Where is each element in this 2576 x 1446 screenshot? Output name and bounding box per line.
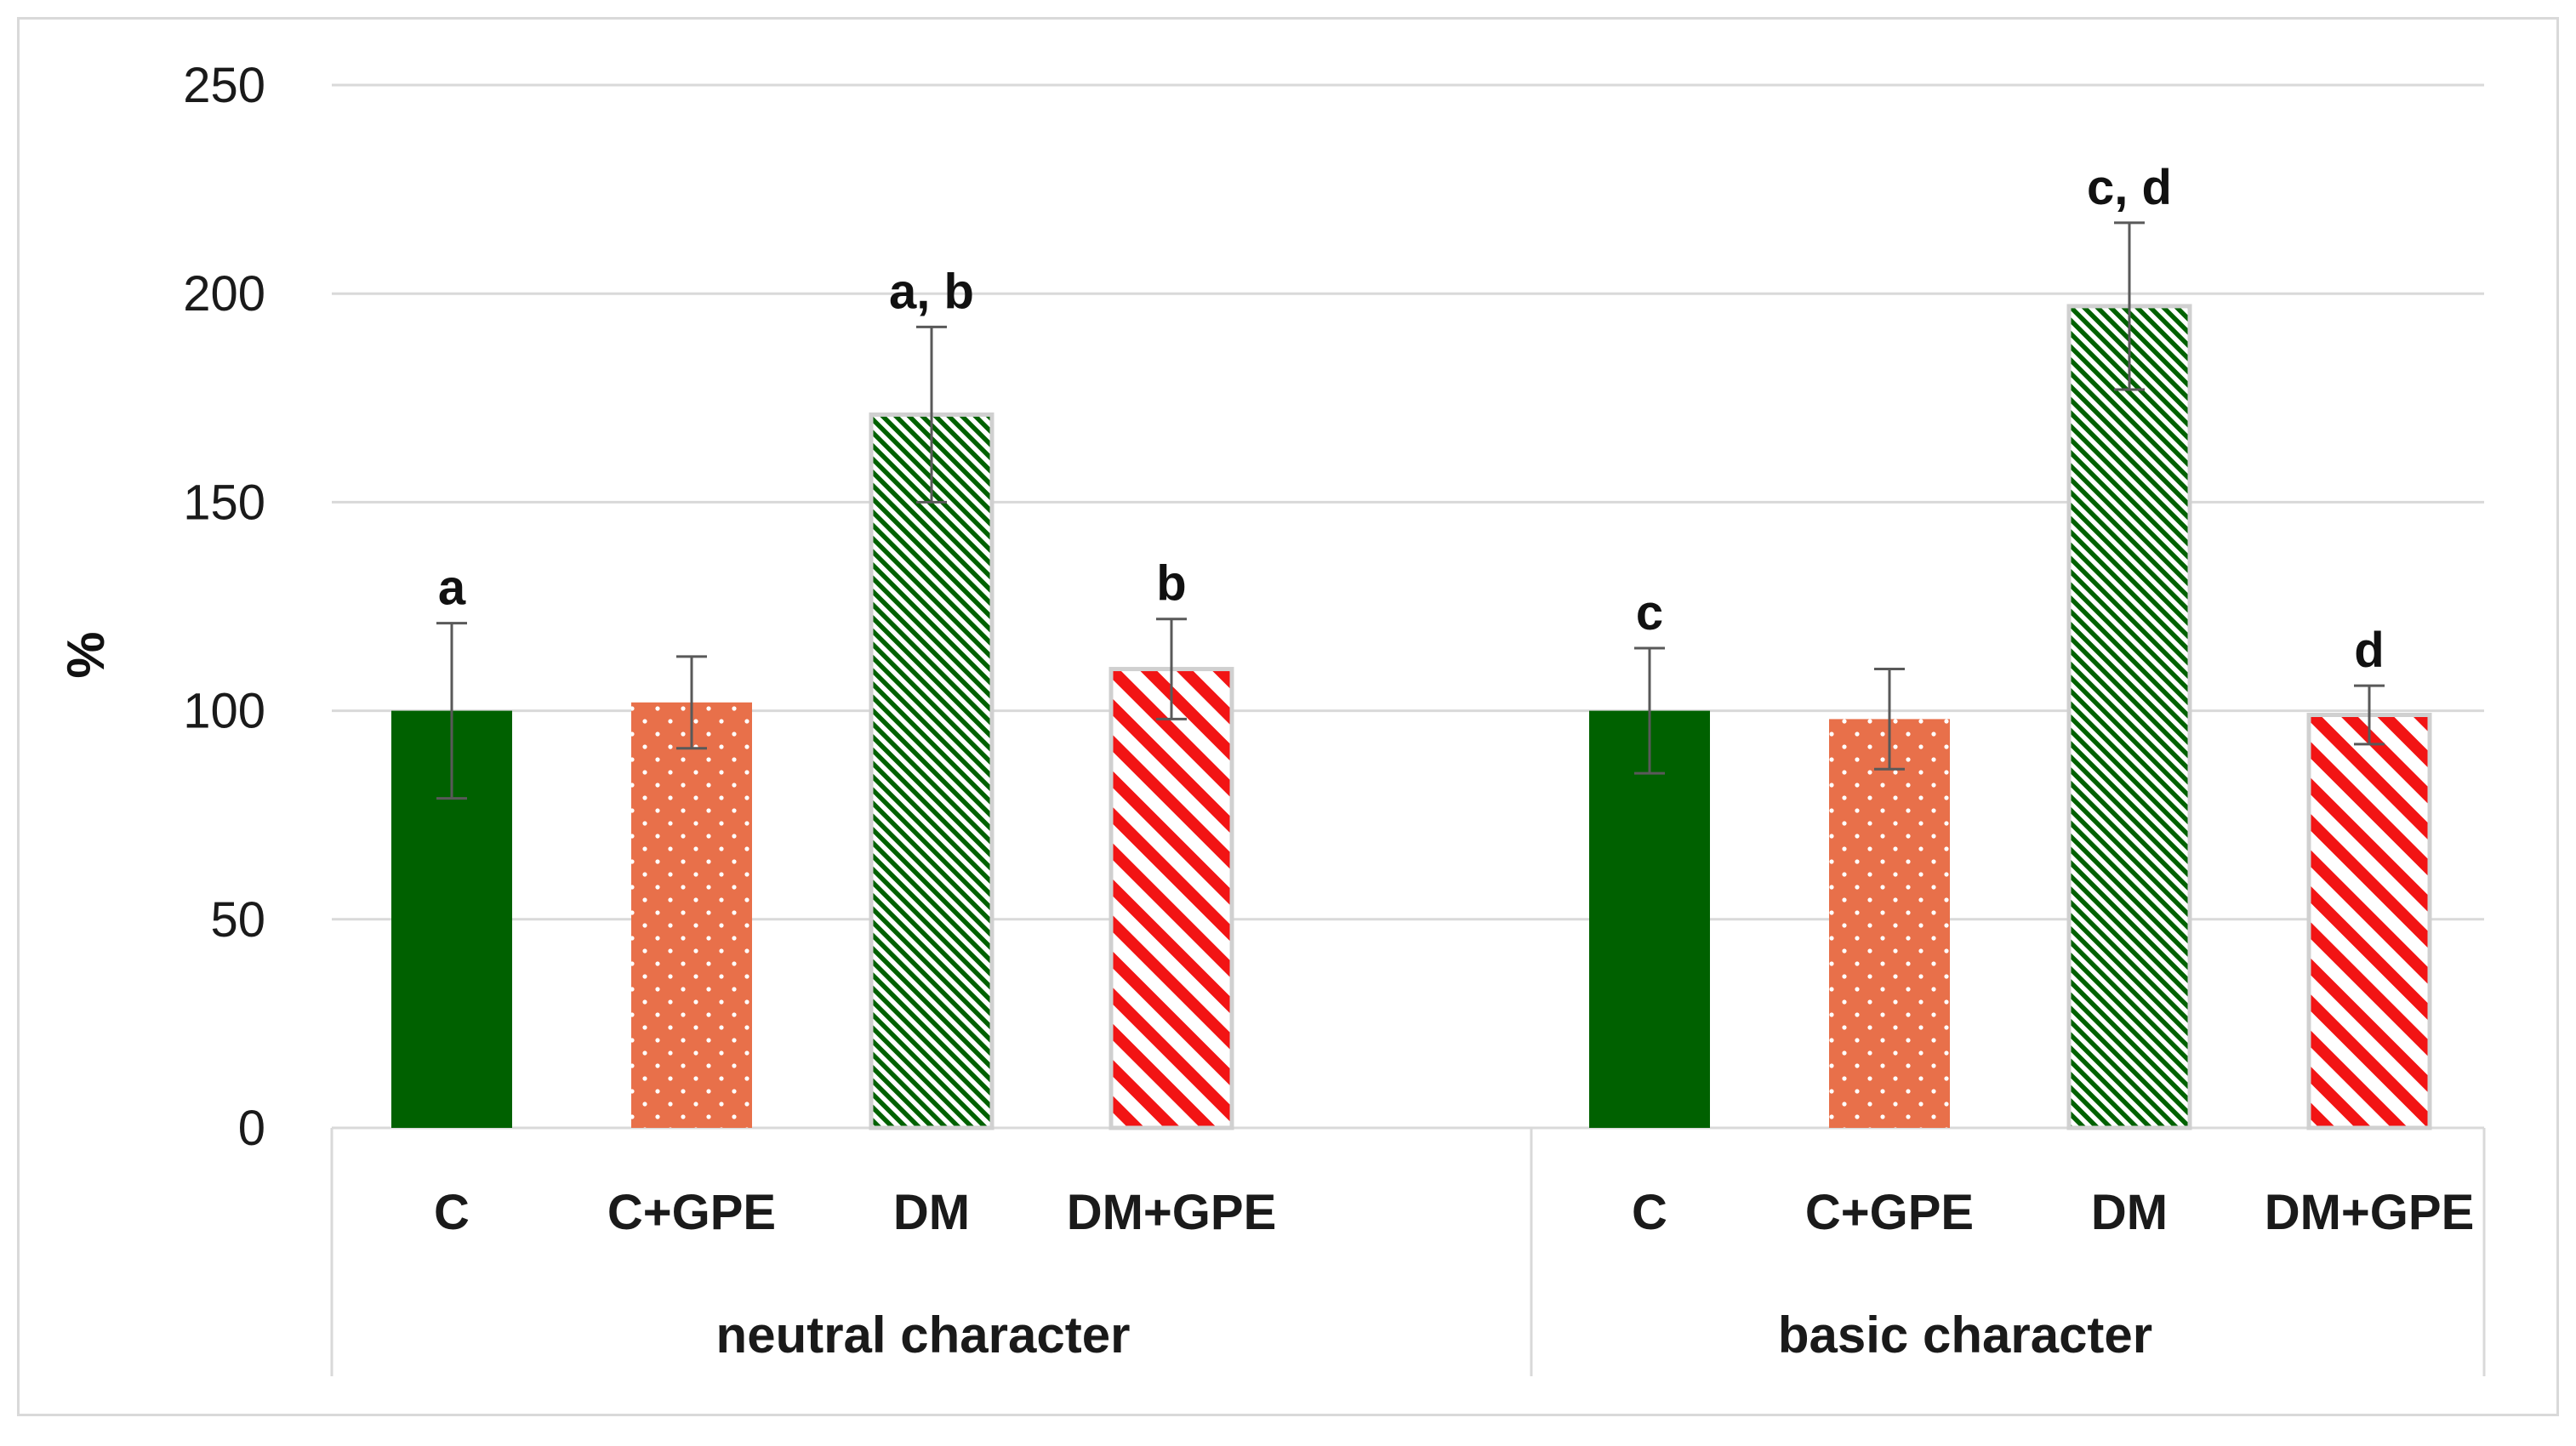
category-axis: C C+GPE DM DM+GPE neutral character C C+GPE DM D… <box>330 1128 2486 1376</box>
significance-label: a, b <box>889 264 974 319</box>
group-label: basic character <box>1778 1307 2152 1363</box>
category-label: C <box>1632 1185 1667 1240</box>
y-tick-label: 0 <box>238 1101 265 1156</box>
category-label: C <box>434 1185 470 1240</box>
significance-label: b <box>1156 556 1186 612</box>
y-axis: 0 50 100 150 200 250 <box>183 58 265 1156</box>
bar-basic-character-C+GPE <box>1829 719 1950 1128</box>
bar-neutral-character-DM+GPE <box>1108 667 1234 1130</box>
category-label: C+GPE <box>1805 1185 1974 1240</box>
significance-label: c <box>1636 585 1663 640</box>
category-label: DM <box>2091 1185 2168 1240</box>
bars: a a, b b c c, d d <box>391 160 2432 1130</box>
category-label: C+GPE <box>607 1185 776 1240</box>
bar-neutral-character-DM <box>869 412 994 1130</box>
bar-basic-character-DM <box>2066 304 2192 1130</box>
y-tick-label: 100 <box>183 684 265 739</box>
y-tick-label: 150 <box>183 475 265 530</box>
bar-basic-character-DM+GPE <box>2306 713 2432 1130</box>
y-axis-label: % <box>57 631 116 678</box>
y-tick-label: 50 <box>210 892 265 948</box>
bar-neutral-character-C+GPE <box>631 702 752 1128</box>
group-label: neutral character <box>716 1307 1131 1363</box>
y-tick-label: 200 <box>183 266 265 322</box>
significance-label: a <box>438 561 466 616</box>
category-label: DM <box>893 1185 970 1240</box>
category-label: DM+GPE <box>1067 1185 1277 1240</box>
category-label: DM+GPE <box>2265 1185 2475 1240</box>
significance-label: c, d <box>2087 160 2172 215</box>
significance-label: d <box>2354 623 2384 678</box>
bar-basic-character-C <box>1589 710 1710 1128</box>
y-tick-label: 250 <box>183 58 265 113</box>
